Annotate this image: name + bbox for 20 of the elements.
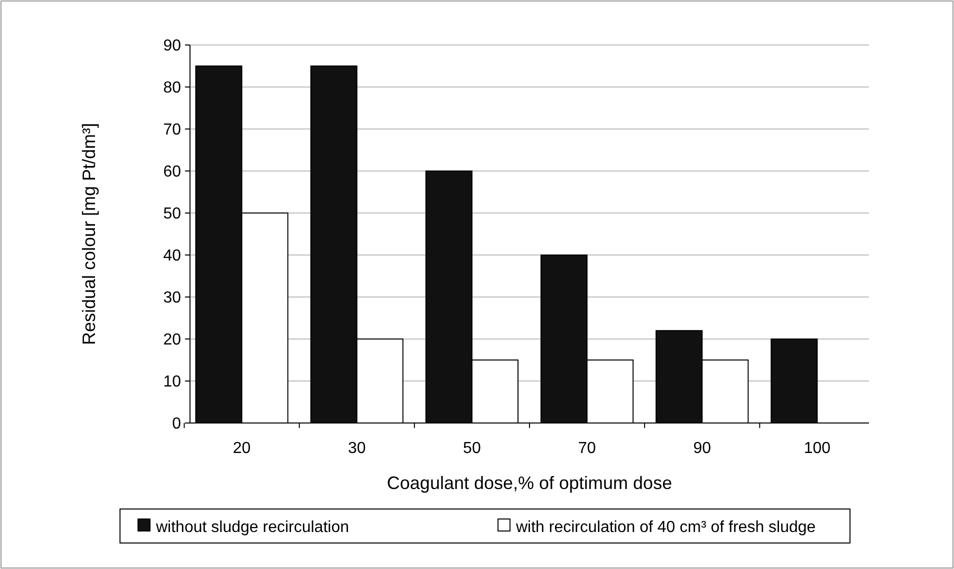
legend-label: without sludge recirculation (155, 518, 349, 536)
y-tick-label: 70 (163, 122, 182, 139)
y-tick-label: 0 (172, 416, 182, 433)
y-tick-label: 60 (163, 164, 182, 181)
x-tick-label: 70 (578, 440, 596, 457)
y-tick-label: 50 (163, 206, 182, 223)
x-tick-label: 20 (232, 440, 251, 457)
x-tick-label: 50 (463, 440, 481, 457)
x-axis-title: Coagulant dose,% of optimum dose (386, 473, 672, 493)
x-tick-label: 30 (348, 440, 366, 457)
x-tick-label: 100 (804, 440, 831, 457)
y-tick-label: 40 (163, 248, 182, 265)
y-tick-label: 80 (163, 80, 182, 97)
y-tick-label: 20 (163, 332, 182, 349)
y-tick-label: 10 (163, 374, 182, 391)
y-tick-label: 30 (163, 290, 182, 307)
y-axis-title: Residual colour [mg Pt/dm³] (79, 122, 99, 346)
x-tick-label: 90 (693, 440, 712, 457)
legend-label: with recirculation of 40 cm³ of fresh sludge (515, 518, 816, 536)
y-tick-label: 90 (163, 38, 182, 55)
